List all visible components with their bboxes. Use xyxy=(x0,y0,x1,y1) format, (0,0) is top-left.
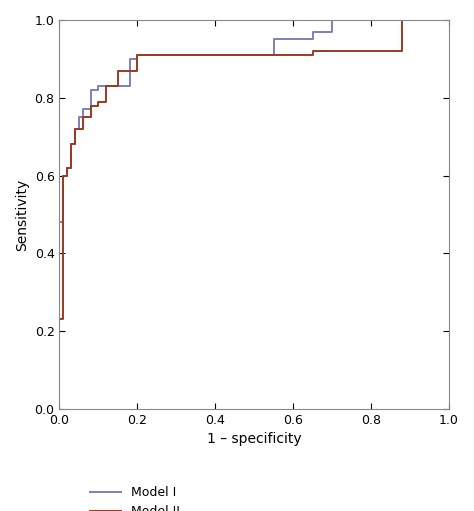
Model I xyxy=(76,126,82,132)
Model II xyxy=(368,48,374,54)
Model II xyxy=(400,17,405,23)
Line: Model II: Model II xyxy=(59,20,449,409)
Model I xyxy=(96,87,101,93)
Model II xyxy=(193,52,199,58)
Model I xyxy=(68,142,74,148)
Model I xyxy=(56,406,62,412)
Model II xyxy=(80,114,86,120)
Model II xyxy=(72,142,78,148)
Model II xyxy=(56,406,62,412)
Model I xyxy=(80,114,86,120)
Model I xyxy=(64,172,70,178)
Model I xyxy=(271,52,276,58)
Legend: Model I, Model II: Model I, Model II xyxy=(85,481,185,511)
Model II xyxy=(193,52,199,58)
Model I xyxy=(127,83,132,89)
Model II xyxy=(56,316,62,322)
Model I xyxy=(64,165,70,171)
Model II xyxy=(68,142,74,148)
Model II xyxy=(61,316,66,322)
Model II xyxy=(115,67,121,74)
Model I xyxy=(61,172,66,178)
Model I xyxy=(61,219,66,225)
Y-axis label: Sensitivity: Sensitivity xyxy=(15,178,29,250)
Model II xyxy=(368,48,374,54)
Model I xyxy=(135,56,140,62)
Model I xyxy=(88,87,93,93)
Model I xyxy=(115,83,121,89)
X-axis label: 1 – specificity: 1 – specificity xyxy=(207,432,301,446)
Model I xyxy=(56,219,62,225)
Model II xyxy=(68,165,74,171)
Model I xyxy=(446,17,452,23)
Model II xyxy=(96,99,101,105)
Line: Model I: Model I xyxy=(59,20,449,409)
Model II xyxy=(135,67,140,74)
Model I xyxy=(56,309,62,315)
Model II xyxy=(64,165,70,171)
Model I xyxy=(103,83,109,89)
Model II xyxy=(103,83,109,89)
Model I xyxy=(80,106,86,112)
Model II xyxy=(400,48,405,54)
Model I xyxy=(310,29,316,35)
Model II xyxy=(103,99,109,105)
Model II xyxy=(88,103,93,109)
Model I xyxy=(135,52,140,58)
Model II xyxy=(271,52,276,58)
Model I xyxy=(329,29,335,35)
Model I xyxy=(72,126,78,132)
Model II xyxy=(61,172,66,178)
Model I xyxy=(271,36,276,42)
Model I xyxy=(76,114,82,120)
Model I xyxy=(88,106,93,112)
Model II xyxy=(135,52,140,58)
Model II xyxy=(271,52,276,58)
Model II xyxy=(96,103,101,109)
Model II xyxy=(310,52,316,58)
Model II xyxy=(72,126,78,132)
Model I xyxy=(310,36,316,42)
Model I xyxy=(68,165,74,171)
Model I xyxy=(127,56,132,62)
Model I xyxy=(193,52,199,58)
Model II xyxy=(64,172,70,178)
Model II xyxy=(80,126,86,132)
Model I xyxy=(329,17,335,23)
Model II xyxy=(115,83,121,89)
Model I xyxy=(115,83,121,89)
Model II xyxy=(310,48,316,54)
Model I xyxy=(193,52,199,58)
Model I xyxy=(72,142,78,148)
Model II xyxy=(88,114,93,120)
Model I xyxy=(103,83,109,89)
Model II xyxy=(446,17,452,23)
Model I xyxy=(96,83,101,89)
